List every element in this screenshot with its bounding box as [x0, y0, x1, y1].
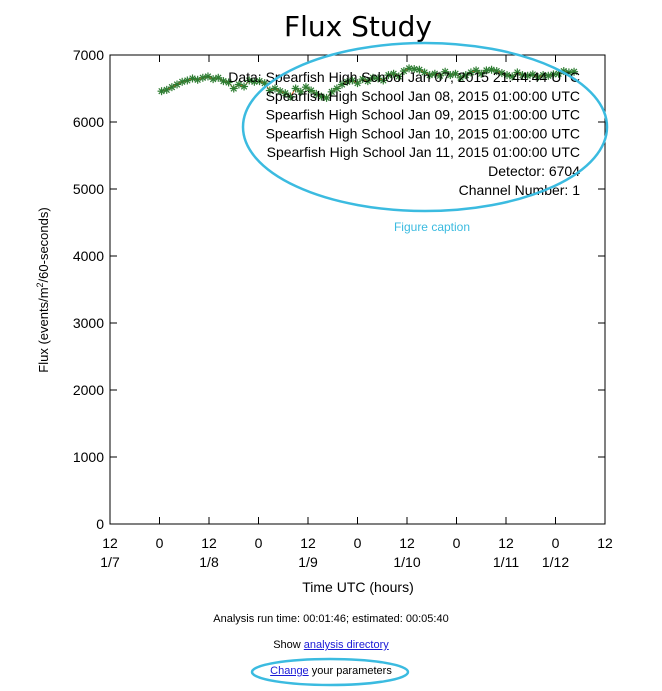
x-date-label: 1/8: [199, 554, 219, 570]
caption-line: Spearfish High School Jan 10, 2015 01:00…: [266, 125, 580, 141]
x-tick-label: 12: [102, 535, 118, 551]
data-point: [353, 79, 362, 88]
data-point: [436, 71, 444, 80]
x-date-label: 1/9: [298, 554, 318, 570]
data-point: [198, 73, 207, 82]
x-tick-label: 0: [156, 535, 164, 551]
data-point: [513, 68, 522, 77]
y-tick-label: 0: [96, 516, 104, 532]
x-tick-label: 12: [597, 535, 613, 551]
caption-line: Spearfish High School Jan 11, 2015 01:00…: [267, 144, 580, 160]
data-point: [281, 89, 290, 98]
data-point: [368, 73, 377, 82]
analysis-runtime: Analysis run time: 00:01:46; estimated: …: [213, 613, 449, 625]
change-suffix: your parameters: [308, 665, 392, 677]
data-point: [549, 70, 558, 79]
data-point: [472, 66, 481, 75]
figure-caption-annotation: Figure caption: [393, 220, 471, 234]
change-parameters-line: Change your parameters: [0, 665, 662, 677]
data-point: [405, 64, 414, 73]
x-axis: 12 1/7 0 12 1/8 0 12 1/9 0 12 1/10 0 12 1/11 0 1/12 12: [100, 55, 613, 570]
caption-line: Detector: 6704: [488, 163, 580, 179]
x-date-label: 1/11: [493, 554, 519, 570]
data-point: [425, 71, 434, 80]
data-point: [492, 67, 501, 76]
x-date-label: 1/10: [393, 554, 420, 570]
data-point: [539, 71, 548, 80]
x-tick-label: 0: [552, 535, 560, 551]
show-prefix: Show: [273, 639, 304, 651]
data-point: [441, 67, 450, 76]
data-point: [518, 71, 527, 80]
flux-chart: Flux Study 0 1000 2000 3000 4000 5000 6000 7000…: [35, 10, 613, 595]
caption-highlight-ellipse: [241, 41, 609, 213]
y-tick-label: 7000: [73, 47, 104, 63]
y-tick-label: 1000: [73, 449, 104, 465]
data-point: [240, 82, 249, 91]
data-point: [348, 76, 357, 85]
x-tick-label: 0: [354, 535, 362, 551]
figure-caption: Data: Spearfish High School Jan 07, 2015…: [228, 69, 580, 198]
x-tick-label: 0: [453, 535, 461, 551]
data-point: [162, 85, 171, 94]
data-point: [327, 87, 336, 96]
data-point: [178, 77, 187, 86]
x-tick-label: 0: [255, 535, 263, 551]
data-point: [451, 69, 460, 78]
caption-line: Channel Number: 1: [459, 182, 581, 198]
data-point: [477, 69, 486, 78]
x-tick-label: 12: [498, 535, 514, 551]
data-point: [224, 78, 233, 87]
data-point: [379, 76, 388, 85]
data-point: [301, 83, 310, 92]
x-date-label: 1/12: [542, 554, 569, 570]
data-point: [307, 86, 316, 95]
data-point: [389, 69, 398, 78]
data-point: [229, 84, 238, 93]
data-point: [214, 73, 223, 82]
caption-line: Data: Spearfish High School Jan 07, 2015…: [228, 69, 580, 85]
y-tick-label: 2000: [73, 382, 104, 398]
data-point: [363, 77, 372, 86]
analysis-directory-link[interactable]: analysis directory: [303, 639, 389, 651]
y-tick-label: 5000: [73, 181, 104, 197]
data-point: [188, 74, 197, 83]
change-parameters-link[interactable]: Change: [270, 665, 309, 677]
chart-title: Flux Study: [284, 10, 432, 43]
y-axis-label: Flux (events/m2/60-seconds): [35, 207, 51, 372]
series-points: [157, 64, 579, 102]
x-tick-label: 12: [201, 535, 217, 551]
data-point: [250, 77, 259, 86]
data-point: [157, 87, 166, 96]
data-point: [482, 66, 491, 75]
data-point: [410, 65, 419, 74]
data-point: [286, 92, 295, 101]
data-point: [508, 72, 517, 81]
x-date-label: 1/7: [100, 554, 120, 570]
data-point: [332, 84, 341, 93]
x-tick-label: 12: [300, 535, 316, 551]
x-axis-label: Time UTC (hours): [302, 579, 414, 595]
data-point: [296, 87, 305, 96]
data-point: [394, 72, 403, 81]
data-point: [322, 93, 331, 102]
data-point: [399, 67, 408, 76]
y-axis: 0 1000 2000 3000 4000 5000 6000 7000: [73, 47, 605, 532]
caption-line: Spearfish High School Jan 08, 2015 01:00…: [266, 88, 580, 104]
caption-line: Spearfish High School Jan 09, 2015 01:00…: [266, 107, 580, 123]
x-tick-label: 12: [399, 535, 415, 551]
show-analysis-line: Show analysis directory: [0, 639, 662, 651]
data-point: [570, 67, 579, 76]
y-tick-label: 4000: [73, 248, 104, 264]
data-point: [291, 84, 300, 93]
data-point: [209, 75, 218, 84]
y-tick-label: 6000: [73, 114, 104, 130]
y-tick-label: 3000: [73, 315, 104, 331]
